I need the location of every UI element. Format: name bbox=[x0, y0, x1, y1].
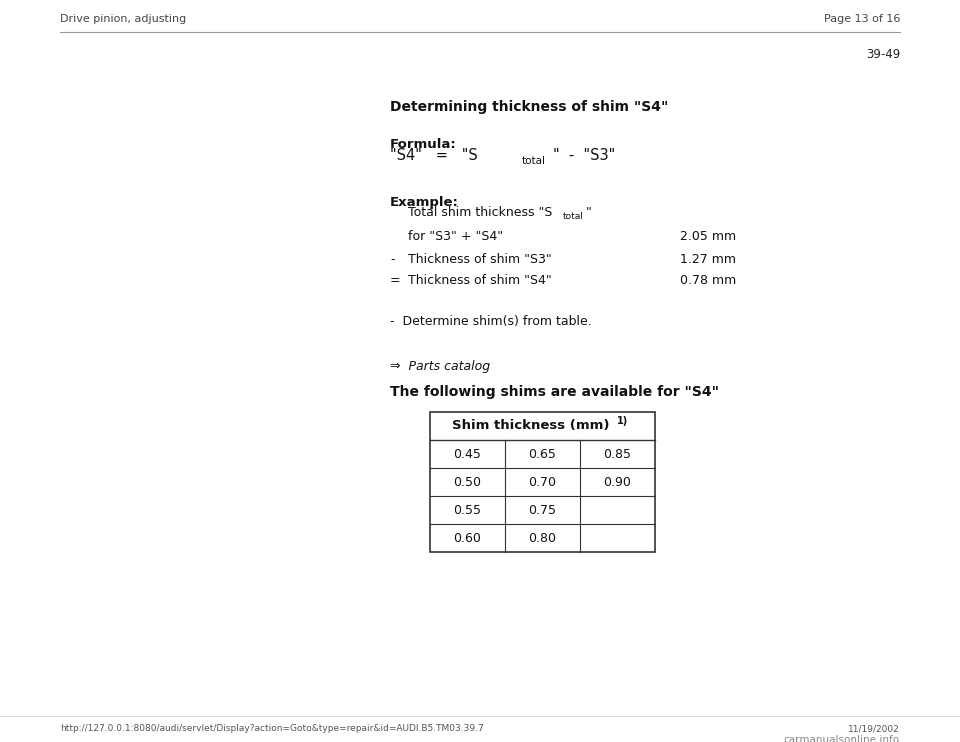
Text: Example:: Example: bbox=[390, 196, 459, 209]
Text: Determining thickness of shim "S4": Determining thickness of shim "S4" bbox=[390, 100, 668, 114]
Text: carmanualsonline.info: carmanualsonline.info bbox=[784, 735, 900, 742]
Text: -: - bbox=[390, 253, 395, 266]
Text: Drive pinion, adjusting: Drive pinion, adjusting bbox=[60, 14, 186, 24]
Text: 1.27 mm: 1.27 mm bbox=[680, 253, 736, 266]
Text: 1): 1) bbox=[617, 416, 628, 426]
Text: -  Determine shim(s) from table.: - Determine shim(s) from table. bbox=[390, 315, 591, 328]
Text: The following shims are available for "S4": The following shims are available for "S… bbox=[390, 385, 719, 399]
Text: 2.05 mm: 2.05 mm bbox=[680, 230, 736, 243]
Text: 39-49: 39-49 bbox=[866, 48, 900, 61]
Text: for "S3" + "S4": for "S3" + "S4" bbox=[408, 230, 503, 243]
Text: 0.60: 0.60 bbox=[453, 531, 481, 545]
Text: =: = bbox=[390, 274, 400, 287]
Text: http://127.0.0.1:8080/audi/servlet/Display?action=Goto&type=repair&id=AUDI.B5.TM: http://127.0.0.1:8080/audi/servlet/Displ… bbox=[60, 724, 484, 733]
Text: 0.65: 0.65 bbox=[529, 447, 557, 461]
Text: Thickness of shim "S3": Thickness of shim "S3" bbox=[408, 253, 552, 266]
Text: 0.80: 0.80 bbox=[529, 531, 557, 545]
Text: ⇒  Parts catalog: ⇒ Parts catalog bbox=[390, 360, 491, 373]
Text: total: total bbox=[563, 212, 584, 221]
Text: Page 13 of 16: Page 13 of 16 bbox=[824, 14, 900, 24]
Text: 11/19/2002: 11/19/2002 bbox=[849, 724, 900, 733]
Text: Formula:: Formula: bbox=[390, 138, 457, 151]
Text: 0.55: 0.55 bbox=[453, 504, 482, 516]
Text: "S4"   =   "S: "S4" = "S bbox=[390, 148, 478, 163]
Text: 0.50: 0.50 bbox=[453, 476, 482, 488]
Text: 0.85: 0.85 bbox=[604, 447, 632, 461]
Text: total: total bbox=[522, 156, 546, 166]
Text: 0.90: 0.90 bbox=[604, 476, 632, 488]
Text: 0.78 mm: 0.78 mm bbox=[680, 274, 736, 287]
Text: 0.45: 0.45 bbox=[453, 447, 481, 461]
Text: 0.70: 0.70 bbox=[529, 476, 557, 488]
Text: Total shim thickness "S: Total shim thickness "S bbox=[408, 206, 552, 219]
Bar bbox=[430, 412, 655, 552]
Text: "  -  "S3": " - "S3" bbox=[553, 148, 615, 163]
Text: 0.75: 0.75 bbox=[529, 504, 557, 516]
Text: Shim thickness (mm): Shim thickness (mm) bbox=[452, 419, 610, 433]
Text: Thickness of shim "S4": Thickness of shim "S4" bbox=[408, 274, 552, 287]
Text: ": " bbox=[586, 206, 592, 219]
